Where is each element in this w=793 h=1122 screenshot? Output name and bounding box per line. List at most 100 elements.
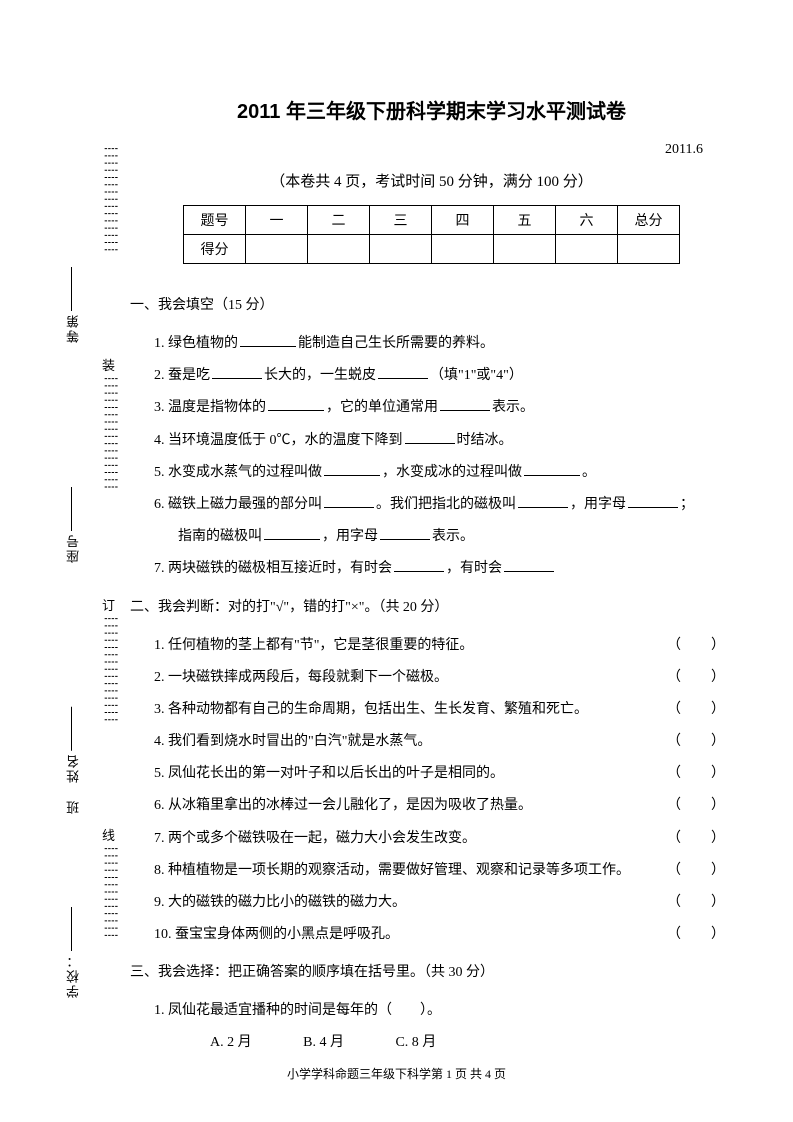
table-row: 题号 一 二 三 四 五 六 总分: [184, 206, 680, 235]
cell: [556, 235, 618, 264]
option-b[interactable]: B. 4 月: [303, 1035, 344, 1050]
fill-blank[interactable]: [324, 462, 380, 476]
judge-paren[interactable]: （ ）: [667, 823, 733, 855]
q2-6: 6. 从冰箱里拿出的冰棒过一会儿融化了，是因为吸收了热量。 （ ）: [130, 790, 733, 822]
q2-10: 10. 蚕宝宝身体两侧的小黑点是呼吸孔。 （ ）: [130, 919, 733, 951]
text: 10. 蚕宝宝身体两侧的小黑点是呼吸孔。: [154, 919, 399, 951]
fill-blank[interactable]: [378, 365, 428, 379]
q2-5: 5. 凤仙花长出的第一对叶子和以后长出的叶子是相同的。 （ ）: [130, 758, 733, 790]
page-content: 2011 年三年级下册科学期末学习水平测试卷 2011.6 （本卷共 4 页，考…: [0, 0, 793, 1098]
fill-blank[interactable]: [268, 397, 324, 411]
text: ，它的单位通常用: [326, 400, 438, 415]
fill-blank[interactable]: [524, 462, 580, 476]
q1-1: 1. 绿色植物的 能制造自己生长所需要的养料。: [130, 328, 733, 360]
cell: 四: [432, 206, 494, 235]
q1-2: 2. 蚕是吃 长大的，一生蜕皮 （填"1"或"4"）: [130, 360, 733, 392]
fill-blank[interactable]: [240, 333, 296, 347]
text: ，用字母: [570, 497, 626, 512]
text: （填"1"或"4"）: [430, 368, 523, 383]
q1-6: 6. 磁铁上磁力最强的部分叫。我们把指北的磁极叫，用字母；: [130, 489, 733, 521]
text: ，有时会: [446, 561, 502, 576]
text: 5. 凤仙花长出的第一对叶子和以后长出的叶子是相同的。: [154, 758, 504, 790]
text: 2. 蚕是吃: [154, 368, 210, 383]
cell: [432, 235, 494, 264]
fill-blank[interactable]: [324, 494, 374, 508]
q2-4: 4. 我们看到烧水时冒出的"白汽"就是水蒸气。 （ ）: [130, 726, 733, 758]
q2-7: 7. 两个或多个磁铁吸在一起，磁力大小会发生改变。 （ ）: [130, 823, 733, 855]
exam-date: 2011.6: [130, 142, 733, 158]
text: 3. 温度是指物体的: [154, 400, 266, 415]
fill-blank[interactable]: [380, 526, 430, 540]
cell: 得分: [184, 235, 246, 264]
text: 能制造自己生长所需要的养料。: [298, 336, 494, 351]
option-a[interactable]: A. 2 月: [210, 1035, 252, 1050]
cell: 总分: [618, 206, 680, 235]
q3-1-options: A. 2 月 B. 4 月 C. 8 月: [130, 1028, 733, 1059]
judge-paren[interactable]: （ ）: [667, 919, 733, 951]
cell: [246, 235, 308, 264]
text: 1. 任何植物的茎上都有"节"，它是茎很重要的特征。: [154, 630, 473, 662]
judge-paren[interactable]: （ ）: [667, 630, 733, 662]
cell: [308, 235, 370, 264]
score-table: 题号 一 二 三 四 五 六 总分 得分: [183, 205, 680, 264]
judge-paren[interactable]: （ ）: [667, 887, 733, 919]
exam-title: 2011 年三年级下册科学期末学习水平测试卷: [130, 95, 733, 124]
judge-paren[interactable]: （ ）: [667, 662, 733, 694]
text: 9. 大的磁铁的磁力比小的磁铁的磁力大。: [154, 887, 406, 919]
cell: 六: [556, 206, 618, 235]
text: 表示。: [432, 529, 474, 544]
text: 7. 两个或多个磁铁吸在一起，磁力大小会发生改变。: [154, 823, 476, 855]
cell: 五: [494, 206, 556, 235]
section1-heading: 一、我会填空（15 分）: [130, 294, 733, 314]
judge-paren[interactable]: （ ）: [667, 758, 733, 790]
text: ，水变成冰的过程叫做: [382, 465, 522, 480]
section3-heading: 三、我会选择：把正确答案的顺序填在括号里。（共 30 分）: [130, 961, 733, 981]
text: 3. 各种动物都有自己的生命周期，包括出生、生长发育、繁殖和死亡。: [154, 694, 588, 726]
text: 7. 两块磁铁的磁极相互接近时，有时会: [154, 561, 392, 576]
q2-3: 3. 各种动物都有自己的生命周期，包括出生、生长发育、繁殖和死亡。 （ ）: [130, 694, 733, 726]
page-footer: 小学学科命题三年级下科学第 1 页 共 4 页: [0, 1065, 793, 1082]
text: 长大的，一生蜕皮: [264, 368, 376, 383]
fill-blank[interactable]: [212, 365, 262, 379]
text: 6. 从冰箱里拿出的冰棒过一会儿融化了，是因为吸收了热量。: [154, 790, 532, 822]
fill-blank[interactable]: [628, 494, 678, 508]
text: ，用字母: [322, 529, 378, 544]
option-c[interactable]: C. 8 月: [395, 1035, 436, 1050]
q2-9: 9. 大的磁铁的磁力比小的磁铁的磁力大。 （ ）: [130, 887, 733, 919]
text: 1. 绿色植物的: [154, 336, 238, 351]
judge-paren[interactable]: （ ）: [667, 855, 733, 887]
cell: [370, 235, 432, 264]
fill-blank[interactable]: [264, 526, 320, 540]
q1-6-sub: 指南的磁极叫 ，用字母 表示。: [130, 521, 733, 553]
text: ；: [680, 497, 694, 512]
cell: 二: [308, 206, 370, 235]
judge-paren[interactable]: （ ）: [667, 726, 733, 758]
fill-blank[interactable]: [405, 430, 455, 444]
cell: 一: [246, 206, 308, 235]
text: 8. 种植植物是一项长期的观察活动，需要做好管理、观察和记录等多项工作。: [154, 855, 630, 887]
judge-paren[interactable]: （ ）: [667, 694, 733, 726]
text: 4. 我们看到烧水时冒出的"白汽"就是水蒸气。: [154, 726, 431, 758]
fill-blank[interactable]: [440, 397, 490, 411]
text: 。: [582, 465, 596, 480]
fill-blank[interactable]: [518, 494, 568, 508]
text: 4. 当环境温度低于 0℃，水的温度下降到: [154, 433, 403, 448]
exam-subtitle: （本卷共 4 页，考试时间 50 分钟，满分 100 分）: [130, 170, 733, 191]
text: 时结冰。: [457, 433, 513, 448]
table-row: 得分: [184, 235, 680, 264]
judge-paren[interactable]: （ ）: [667, 790, 733, 822]
q2-8: 8. 种植植物是一项长期的观察活动，需要做好管理、观察和记录等多项工作。 （ ）: [130, 855, 733, 887]
text: 。我们把指北的磁极叫: [376, 497, 516, 512]
text: 指南的磁极叫: [178, 529, 262, 544]
cell: [618, 235, 680, 264]
q1-4: 4. 当环境温度低于 0℃，水的温度下降到 时结冰。: [130, 425, 733, 457]
fill-blank[interactable]: [394, 558, 444, 572]
cell: 题号: [184, 206, 246, 235]
text: 表示。: [492, 400, 534, 415]
text: 2. 一块磁铁摔成两段后，每段就剩下一个磁极。: [154, 662, 448, 694]
fill-blank[interactable]: [504, 558, 554, 572]
q1-5: 5. 水变成水蒸气的过程叫做，水变成冰的过程叫做。: [130, 457, 733, 489]
q2-2: 2. 一块磁铁摔成两段后，每段就剩下一个磁极。 （ ）: [130, 662, 733, 694]
q1-3: 3. 温度是指物体的 ，它的单位通常用 表示。: [130, 392, 733, 424]
q2-1: 1. 任何植物的茎上都有"节"，它是茎很重要的特征。 （ ）: [130, 630, 733, 662]
